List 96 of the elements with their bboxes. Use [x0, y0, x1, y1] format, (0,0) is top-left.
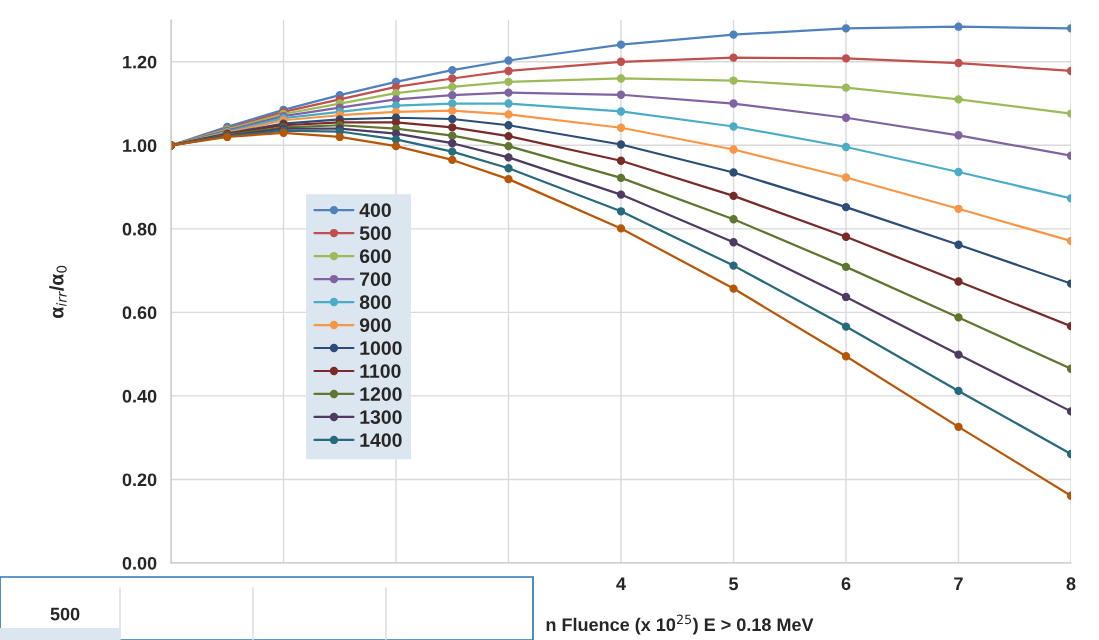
point [616, 190, 626, 199]
point [448, 114, 457, 124]
point [954, 131, 963, 140]
point [841, 113, 851, 122]
point [504, 141, 513, 151]
point [504, 66, 513, 76]
point [616, 156, 626, 165]
x-tick-label: 4 [616, 577, 626, 590]
point [504, 88, 513, 97]
point [729, 76, 738, 85]
y-tick-label: 1.20 [123, 55, 157, 69]
point [504, 110, 513, 119]
point [616, 40, 626, 49]
y-tick-label: 0.80 [122, 222, 157, 236]
legend-label: 1400 [360, 433, 402, 447]
point [616, 173, 626, 183]
point [954, 22, 963, 31]
point [504, 99, 513, 108]
point [841, 322, 851, 331]
point [954, 422, 963, 431]
point [616, 74, 626, 83]
point [841, 292, 851, 302]
legend-label: 600 [359, 249, 391, 264]
point [391, 141, 401, 151]
x-tick-label: 7 [954, 577, 963, 590]
point [729, 191, 738, 201]
point [616, 207, 626, 216]
point [954, 386, 963, 396]
text: 500 [50, 607, 80, 621]
point [504, 164, 513, 173]
y-tick-label: 0.20 [122, 473, 157, 487]
point [841, 54, 851, 63]
point [616, 140, 626, 149]
point [729, 284, 738, 293]
y-tick-label: 0.60 [122, 306, 157, 320]
y-tick-label: 0.40 [122, 389, 157, 403]
point [504, 77, 513, 86]
point [841, 83, 851, 92]
y-tick-label: 0.00 [122, 556, 157, 570]
x-tick-label: 8 [1066, 577, 1076, 591]
point [954, 350, 963, 359]
point [954, 58, 963, 68]
legend-label: 800 [359, 295, 391, 310]
point [504, 131, 513, 141]
legend-label: 1100 [360, 364, 401, 378]
point [954, 167, 963, 177]
point [729, 238, 738, 247]
point [841, 262, 851, 272]
x-axis-title: n Fluence (x 10$^{25}$) E > 0.18 MeV [546, 614, 814, 635]
point [448, 99, 457, 108]
point [448, 82, 457, 91]
point [729, 30, 738, 39]
point [448, 91, 457, 100]
point [954, 95, 963, 104]
point [841, 24, 851, 33]
point [616, 107, 626, 116]
point [504, 153, 513, 162]
point [729, 53, 738, 62]
point [616, 123, 626, 132]
point [954, 277, 963, 286]
point [954, 240, 963, 249]
legend-label: 1300 [360, 410, 402, 424]
point [504, 121, 513, 130]
x-tick-label: 5 [729, 577, 739, 591]
point [954, 204, 963, 213]
point [448, 123, 457, 132]
point [448, 74, 457, 83]
point [616, 57, 626, 66]
point [448, 65, 457, 75]
point [841, 173, 851, 182]
point [841, 142, 851, 152]
point [841, 352, 851, 361]
point [616, 90, 626, 99]
x-tick-label: 6 [841, 577, 851, 591]
point [729, 261, 738, 270]
point [448, 139, 457, 148]
point [504, 174, 513, 184]
point [954, 313, 963, 322]
point [448, 155, 457, 165]
point [841, 232, 851, 241]
legend-label: 500 [359, 226, 391, 241]
point [729, 99, 738, 108]
legend-label: 1000 [360, 341, 402, 355]
legend-label: 1200 [360, 387, 402, 401]
y-tick-label: 1.00 [123, 139, 157, 153]
point [841, 202, 851, 212]
legend-label: 400 [359, 203, 391, 218]
legend-label: 900 [359, 318, 391, 333]
legend-label: 700 [360, 272, 391, 287]
y-axis-title: α$_{irr}$/α$_{0}$ [49, 265, 67, 318]
point [729, 168, 738, 177]
point [335, 132, 344, 142]
point [729, 215, 738, 224]
point [616, 224, 626, 233]
point [448, 106, 457, 115]
point [448, 147, 457, 156]
